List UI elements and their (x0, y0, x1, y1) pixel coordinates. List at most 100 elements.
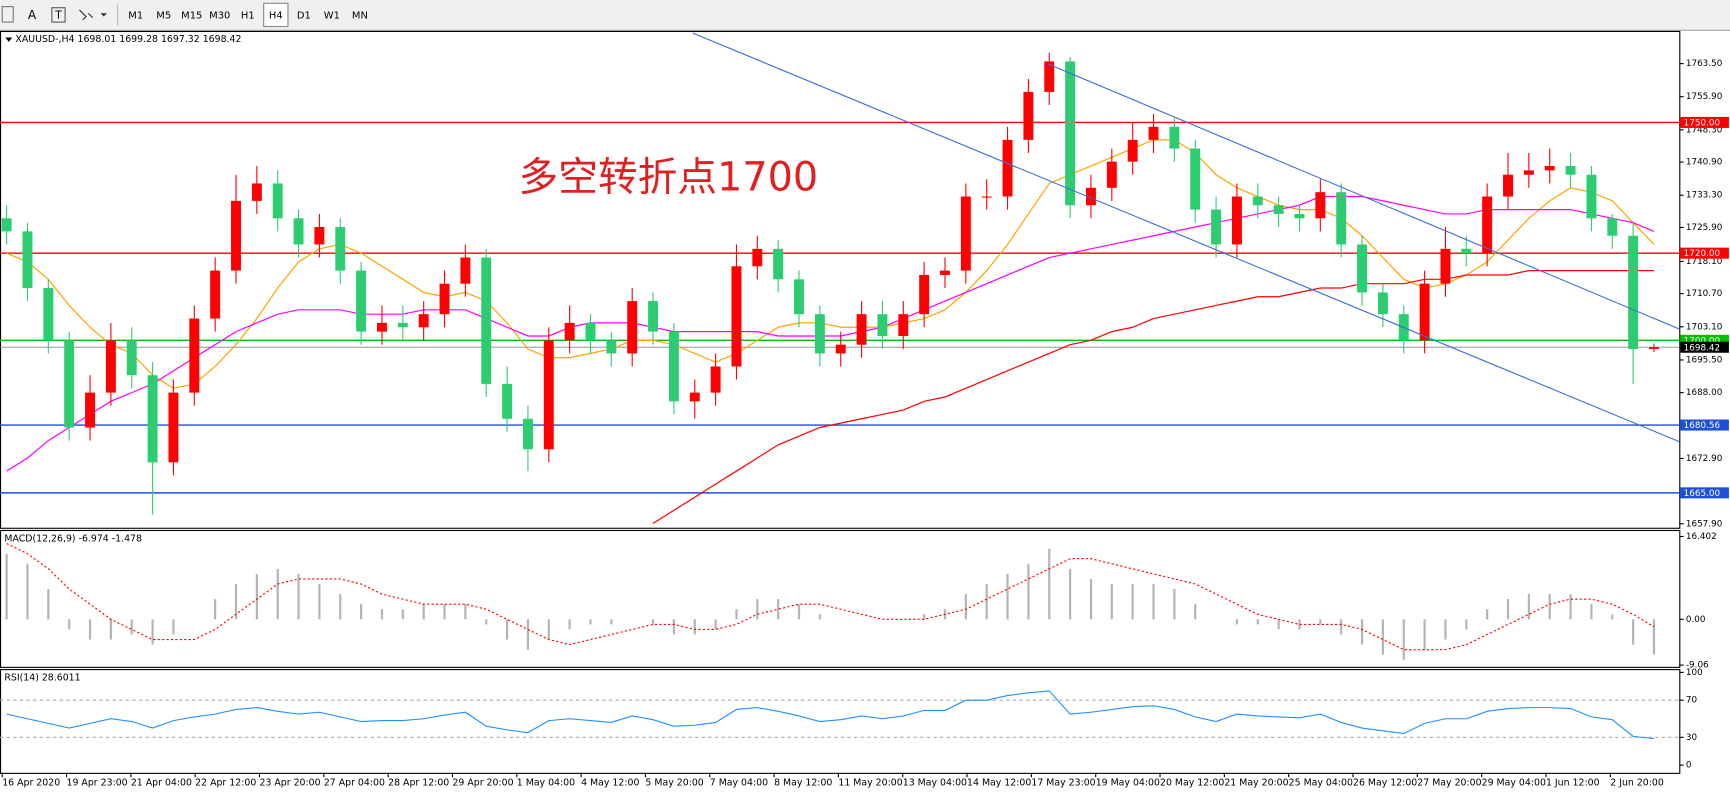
candle-body (460, 257, 471, 284)
candle-body (418, 314, 429, 328)
candle-body (1607, 218, 1618, 236)
trend-line (1047, 63, 1680, 330)
tool-icon[interactable] (79, 9, 94, 21)
y-tick-label: 1657.90 (1686, 519, 1723, 529)
candle-body (251, 183, 262, 201)
timeframe-button[interactable]: H1 (241, 10, 255, 21)
level-label: 1665.00 (1684, 489, 1721, 499)
y-tick-label: 1725.90 (1686, 223, 1723, 233)
time-label: 11 May 20:00 (838, 777, 902, 788)
candle-body (1169, 126, 1180, 149)
candle-body (1419, 283, 1430, 341)
time-label: 17 May 23:00 (1031, 777, 1095, 788)
candle-body (835, 344, 846, 354)
trend-line (692, 32, 1680, 443)
y-tick-label: 0 (1686, 761, 1692, 771)
y-tick-label: 0.00 (1686, 615, 1706, 625)
candle-body (794, 279, 804, 315)
candle-body (731, 266, 742, 367)
candle-body (898, 314, 909, 336)
level-label-bg (1680, 487, 1729, 499)
level-label-bg (1680, 334, 1729, 346)
candle-body (1065, 61, 1076, 206)
y-tick-label: 1718.10 (1686, 257, 1723, 267)
y-tick-label: 1695.50 (1686, 355, 1723, 365)
y-tick-label: 1672.90 (1686, 454, 1723, 464)
last-price-bg (1680, 341, 1729, 353)
panel (0, 669, 1681, 774)
rsi-line (6, 690, 1655, 740)
candle-body (710, 366, 721, 393)
candle-body (648, 301, 659, 332)
candle-body (627, 301, 638, 354)
timeframe-button[interactable]: M15 (181, 10, 202, 21)
time-label: 29 Apr 20:00 (452, 777, 513, 788)
y-tick-label: 1688.00 (1686, 388, 1723, 398)
time-label: 1 Jun 12:00 (1546, 777, 1600, 788)
candle-body (43, 288, 54, 341)
time-label: 16 Apr 2020 (2, 777, 60, 788)
candle-body (64, 340, 75, 428)
candle-body (314, 227, 325, 245)
tool-icon[interactable] (1, 6, 14, 23)
candle-body (439, 283, 450, 315)
time-label: 21 Apr 04:00 (131, 777, 192, 788)
time-label: 4 May 12:00 (581, 777, 639, 788)
y-tick-label: 1733.30 (1686, 191, 1723, 201)
candle-body (502, 383, 513, 419)
timeframe-button[interactable]: M5 (156, 10, 171, 21)
time-label: 27 May 20:00 (1417, 777, 1481, 788)
candle-body (231, 200, 241, 271)
time-label: 19 Apr 23:00 (67, 777, 128, 788)
y-tick-label: 30 (1686, 733, 1698, 743)
timeframe-button[interactable]: D1 (297, 10, 311, 21)
level-label-bg (1680, 419, 1729, 431)
candle-body (1106, 161, 1117, 188)
time-label: 7 May 04:00 (710, 777, 768, 788)
time-label: 5 May 20:00 (645, 777, 703, 788)
dropdown-arrow[interactable] (100, 13, 108, 17)
candle-body (1565, 166, 1576, 175)
candle-body (877, 314, 888, 336)
time-label: 14 May 12:00 (967, 777, 1031, 788)
panel-title: RSI(14) 28.6011 (4, 672, 80, 683)
time-label: 2 Jun 20:00 (1610, 777, 1664, 788)
candle-body (1336, 192, 1347, 245)
candle-body (1377, 292, 1388, 315)
candle-body (1085, 187, 1096, 206)
candle-body (689, 392, 700, 402)
candle-body (940, 270, 950, 275)
candle-body (1461, 248, 1472, 254)
candle-body (814, 314, 825, 354)
candle-body (210, 270, 221, 319)
header-arrow (5, 37, 13, 42)
candle-body (1649, 347, 1659, 350)
y-tick-label: 1710.70 (1686, 289, 1723, 299)
candle-body (668, 331, 679, 402)
candle-body (543, 340, 554, 450)
timeframe-button[interactable]: M1 (128, 10, 143, 21)
tool-button[interactable]: A (28, 8, 37, 22)
level-label: 1720.00 (1684, 249, 1721, 259)
moving-average (6, 195, 1655, 472)
candle-body (1440, 248, 1451, 284)
candle-body (606, 340, 617, 354)
timeframe-button[interactable]: M30 (209, 10, 230, 21)
candle-body (1, 218, 12, 232)
tool-button[interactable]: T (54, 8, 62, 21)
candle-body (773, 248, 784, 280)
y-tick-label: 16.402 (1686, 532, 1717, 542)
panel-title: MACD(12,26,9) -6.974 -1.478 (4, 533, 142, 544)
candle-body (377, 322, 387, 332)
y-tick-label: -9.06 (1686, 661, 1709, 671)
timeframe-button[interactable]: W1 (324, 10, 340, 21)
timeframe-button[interactable]: H4 (269, 10, 283, 21)
y-tick-label: 1763.50 (1686, 59, 1723, 69)
y-tick-label: 70 (1686, 696, 1698, 706)
candle-body (856, 314, 867, 345)
timeframe-button[interactable]: MN (352, 10, 368, 21)
candle-body (1231, 196, 1242, 245)
